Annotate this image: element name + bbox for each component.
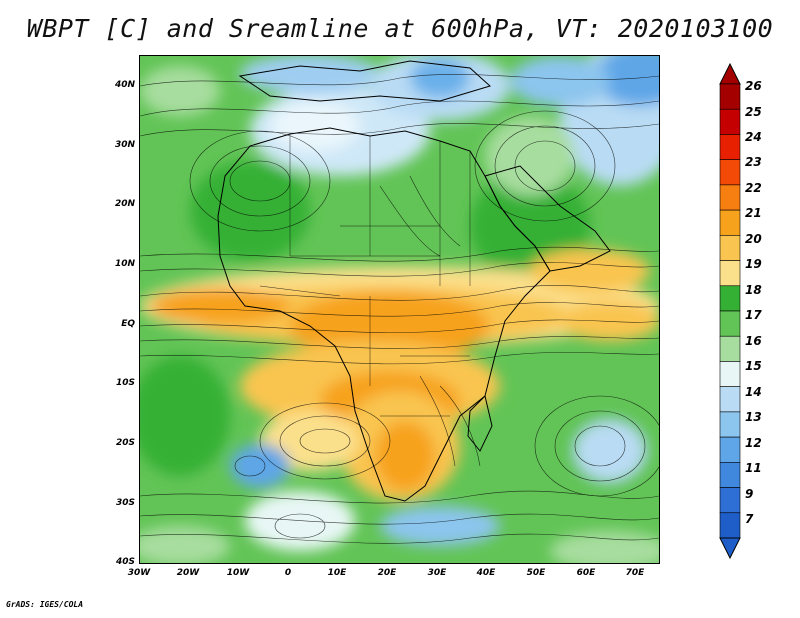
lat-label: 20N: [114, 199, 135, 209]
colorbar-cell: [719, 209, 741, 236]
colorbar-cell: [719, 108, 741, 135]
lon-label: 40E: [476, 568, 496, 578]
wbpt-shading: [140, 56, 659, 563]
colorbar-cell: [719, 260, 741, 287]
colorbar-cell: [719, 134, 741, 160]
colorbar-label: 9: [745, 487, 754, 501]
colorbar-cell: [719, 159, 741, 186]
colorbar-label: 24: [745, 130, 762, 144]
colorbar-cell: [719, 235, 741, 261]
colorbar-cell: [719, 285, 741, 312]
colorbar-label: 22: [745, 181, 762, 195]
colorbar-label: 20: [745, 232, 762, 246]
lon-label: 20W: [176, 568, 200, 578]
colorbar-cell: [719, 184, 741, 211]
streamlines: [140, 73, 659, 544]
lat-label: EQ: [121, 319, 135, 329]
colorbar-cell: [719, 436, 741, 463]
lon-label: 30E: [427, 568, 447, 578]
lat-label: 30S: [115, 498, 135, 508]
colorbar-label: 23: [745, 155, 762, 169]
colorbar-cell: [719, 487, 741, 514]
colorbar-cell: [719, 310, 741, 337]
colorbar-label: 13: [745, 410, 762, 424]
colorbar-label: 7: [745, 512, 754, 526]
colorbar-cell: [719, 386, 741, 413]
lat-label: 20S: [115, 438, 135, 448]
colorbar-label: 21: [745, 206, 762, 220]
lon-label: 70E: [625, 568, 645, 578]
map-plot-area: [139, 55, 660, 564]
colorbar-label: 15: [745, 359, 762, 373]
lon-label: 60E: [576, 568, 596, 578]
lon-label: 30W: [127, 568, 151, 578]
lon-label: 10E: [327, 568, 347, 578]
coastlines: [217, 60, 611, 502]
colorbar-label: 18: [745, 283, 762, 297]
grads-credit: GrADS: IGES/COLA: [6, 600, 84, 609]
lat-label: 30N: [114, 140, 135, 150]
lon-label: 50E: [526, 568, 546, 578]
lon-label: 10W: [226, 568, 250, 578]
colorbar-cell: [719, 335, 741, 362]
colorbar-cell: [719, 83, 741, 110]
colorbar-bottom-arrow: [719, 537, 741, 560]
colorbar-label: 14: [745, 385, 762, 399]
lat-label: 10N: [114, 259, 135, 269]
lon-label: 20E: [377, 568, 397, 578]
colorbar-label: 25: [745, 105, 762, 119]
colorbar-cell: [719, 411, 741, 438]
colorbar: [719, 62, 741, 560]
lat-label: 40S: [115, 557, 135, 567]
colorbar-label: 26: [745, 79, 762, 93]
lat-label: 10S: [115, 378, 135, 388]
colorbar-label: 19: [745, 257, 762, 271]
colorbar-cell: [719, 361, 741, 387]
colorbar-label: 12: [745, 436, 762, 450]
wbpt-field-map: [140, 56, 659, 563]
country-borders: [259, 134, 471, 417]
colorbar-label: 16: [745, 334, 762, 348]
lat-label: 40N: [114, 80, 135, 90]
colorbar-label: 11: [745, 461, 762, 475]
map-title: WBPT [C] and Sreamline at 600hPa, VT: 20…: [26, 14, 774, 43]
colorbar-label: 17: [745, 308, 762, 322]
colorbar-cell: [719, 462, 741, 488]
colorbar-cells: [719, 83, 741, 539]
lon-label: 0: [284, 568, 292, 578]
colorbar-top-arrow: [719, 62, 741, 85]
colorbar-cell: [719, 512, 741, 539]
